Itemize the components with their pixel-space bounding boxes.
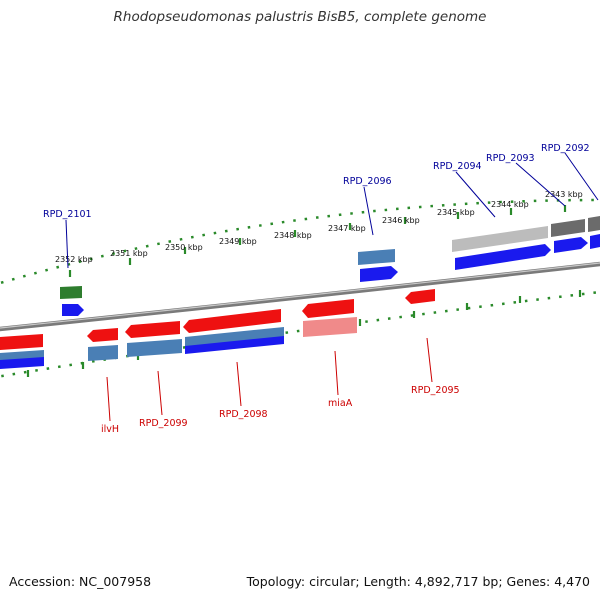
gene-miaa-arrow[interactable] [303,317,357,337]
gene-rpd2098-blue [185,336,284,354]
gene-left-blue [0,357,44,369]
inner-dotted-ring [0,290,600,378]
tick-label: 2343 kbp [545,190,583,199]
outer-dotted-ring [0,198,600,285]
genome-summary: Topology: circular; Length: 4,892,717 bp… [246,574,590,589]
gene-rpd2093-arrow[interactable] [554,237,588,253]
gene-label[interactable]: RPD_2094 [433,161,482,172]
gene-label[interactable]: RPD_2095 [411,385,460,396]
gene-label[interactable]: RPD_2092 [541,143,590,154]
tick-label: 2350 kbp [165,243,203,252]
gene-rpd2101-cds[interactable] [60,286,82,299]
gene-ilvh-cds[interactable] [87,328,118,342]
tick-label: 2351 kbp [110,249,148,258]
gene-label[interactable]: miaA [328,398,353,409]
gene-rpd2092-cds[interactable] [588,216,600,232]
tick-label: 2349 kbp [219,237,257,246]
tick-label: 2345 kbp [437,208,475,217]
gene-rpd2094-cds[interactable] [452,226,548,252]
map-title: Rhodopseudomonas palustris BisB5, comple… [113,9,487,25]
gene-rpd2093-cds[interactable] [551,219,585,237]
gene-rpd2098-cds[interactable] [183,309,281,333]
tick-label: 2352 kbp [55,255,93,264]
gene-rpd2094-arrow[interactable] [455,244,551,270]
reverse-gene-labels: RPD_2101 RPD_2096 RPD_2094 RPD_2093 RPD_… [43,143,590,220]
forward-strand-genes [0,289,435,369]
gene-rpd2099-cds[interactable] [125,321,180,338]
gene-miaa-cds[interactable] [302,299,354,318]
gene-rpd2096-cds[interactable] [358,249,395,265]
genome-backbone-highlight [0,262,600,329]
tick-label: 2346 kbp [382,216,420,225]
tick-label: 2344 kbp [491,200,529,209]
gene-label[interactable]: RPD_2099 [139,418,188,429]
forward-gene-labels: ilvH RPD_2099 RPD_2098 miaA RPD_2095 [101,385,460,435]
gene-label[interactable]: RPD_2093 [486,153,535,164]
gene-ilvh-arrow[interactable] [88,345,118,361]
gene-rpd2099-arrow[interactable] [127,339,182,357]
gene-rpd2096-arrow[interactable] [360,266,398,282]
accession-label: Accession: NC_007958 [9,574,152,589]
major-ticks [68,205,567,277]
gene-rpd2095-cds[interactable] [405,289,435,304]
gene-rpd2101-arrow[interactable] [62,304,84,316]
genome-backbone [0,261,600,332]
gene-label[interactable]: RPD_2096 [343,176,392,187]
reverse-strand-genes [60,216,600,316]
tick-labels: 2352 kbp 2351 kbp 2350 kbp 2349 kbp 2348… [55,190,583,264]
tick-label: 2348 kbp [274,231,312,240]
gene-label[interactable]: RPD_2101 [43,209,92,220]
gene-left-cds[interactable] [0,334,43,350]
gene-rpd2092-arrow[interactable] [590,234,600,249]
tick-label: 2347 kbp [328,224,366,233]
leader-lines [65,152,599,422]
gene-label[interactable]: RPD_2098 [219,409,268,420]
gene-label[interactable]: ilvH [101,424,119,435]
